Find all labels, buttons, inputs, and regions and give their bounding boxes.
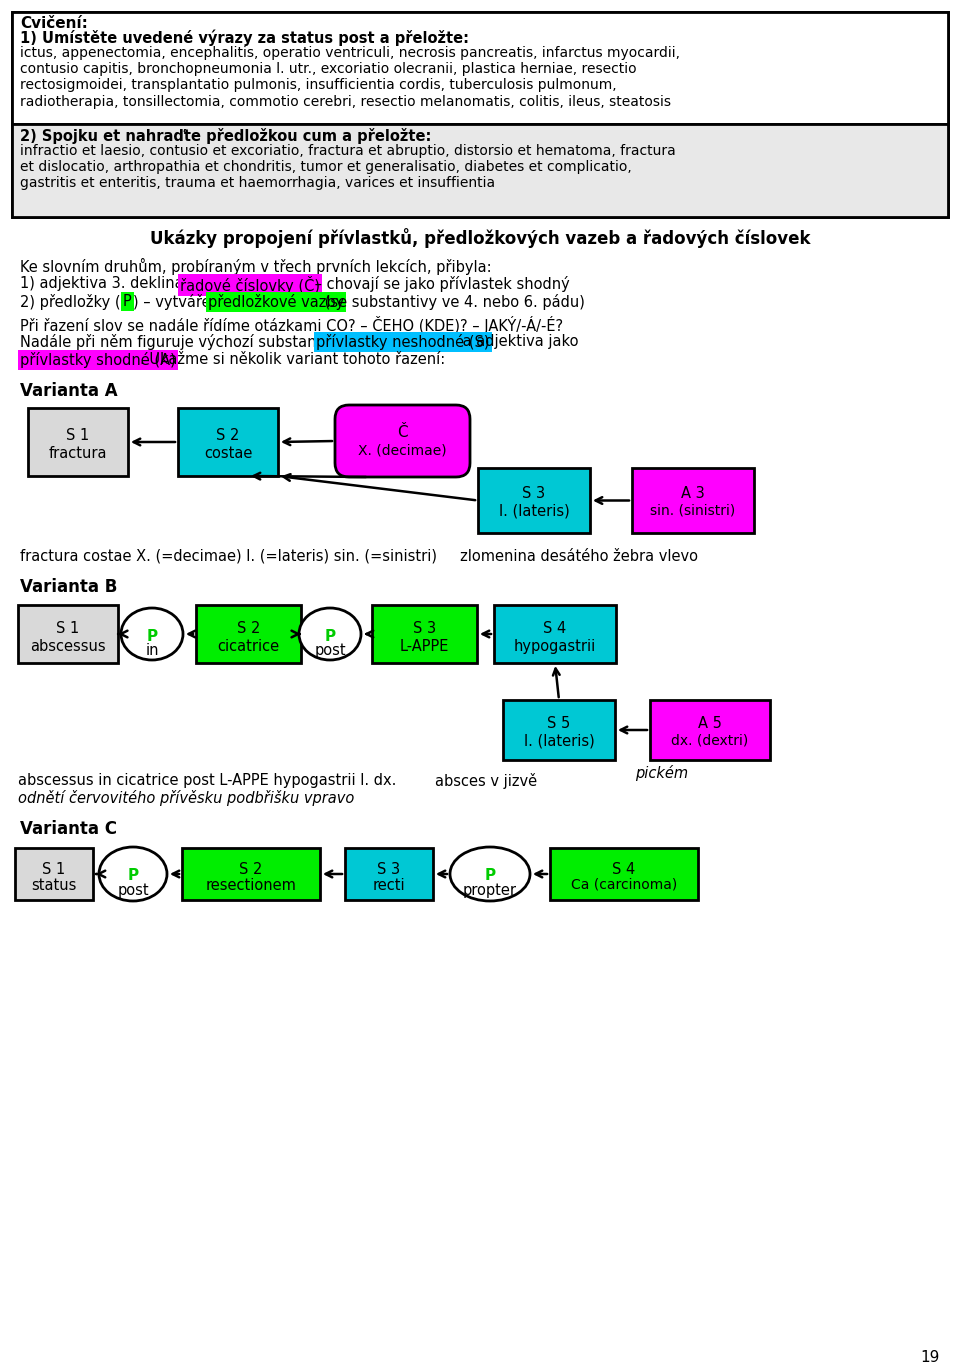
Bar (12, 123, 948, 217)
Text: fractura costae X. (=decimae) l. (=lateris) sin. (=sinistri)     zlomenina desát: fractura costae X. (=decimae) l. (=later… (20, 547, 698, 564)
Text: ictus, appenectomia, encephalitis, operatio ventriculi, necrosis pancreatis, inf: ictus, appenectomia, encephalitis, opera… (20, 47, 680, 108)
Text: pickém: pickém (635, 766, 688, 781)
Text: . Ukažme si několik variant tohoto řazení:: . Ukažme si několik variant tohoto řazen… (140, 353, 445, 366)
Text: abscessus: abscessus (30, 639, 106, 654)
Text: Ke slovním druhům, probíraným v třech prvních lekcích, přibyla:: Ke slovním druhům, probíraným v třech pr… (20, 258, 492, 274)
Text: S 2: S 2 (216, 428, 240, 443)
Text: fractura: fractura (49, 446, 108, 461)
Text: přívlastky shodné (A): přívlastky shodné (A) (20, 353, 176, 368)
Ellipse shape (450, 847, 530, 901)
Text: hypogastrii: hypogastrii (514, 639, 596, 654)
Bar (12, 12, 948, 217)
Text: costae: costae (204, 446, 252, 461)
Ellipse shape (99, 847, 167, 901)
Text: X. (decimae): X. (decimae) (358, 443, 446, 457)
Bar (12, 12, 948, 123)
Text: sin. (sinistri): sin. (sinistri) (650, 504, 735, 519)
Text: cicatrice: cicatrice (217, 639, 279, 654)
Text: S 1: S 1 (66, 428, 89, 443)
Text: in: in (145, 643, 158, 659)
Text: l. (lateris): l. (lateris) (498, 504, 569, 519)
Text: recti: recti (372, 878, 405, 893)
Bar (650, 700, 770, 760)
Text: A 3: A 3 (682, 486, 705, 501)
Text: ) – vytvářejí: ) – vytvářejí (133, 294, 224, 310)
Text: infractio et laesio, contusio et excoriatio, fractura et abruptio, distorsio et : infractio et laesio, contusio et excoria… (20, 144, 676, 191)
Text: S 3: S 3 (413, 622, 436, 637)
Text: resectionem: resectionem (205, 878, 297, 893)
Text: řadové číslovky (Č): řadové číslovky (Č) (180, 276, 320, 294)
Text: S 4: S 4 (612, 862, 636, 877)
FancyBboxPatch shape (335, 405, 470, 477)
Text: P: P (147, 628, 157, 643)
Text: abscessus in cicatrice post L-APPE hypogastrii l. dx.: abscessus in cicatrice post L-APPE hypog… (18, 772, 396, 788)
Text: L-APPE: L-APPE (399, 639, 449, 654)
Text: S 3: S 3 (522, 486, 545, 501)
Text: Varianta A: Varianta A (20, 381, 118, 401)
Text: Cvičení:: Cvičení: (20, 16, 88, 32)
Text: předložkové vazby: předložkové vazby (208, 294, 345, 310)
Text: status: status (32, 878, 77, 893)
Text: post: post (117, 884, 149, 899)
Text: Při řazení slov se nadále řídíme otázkami CO? – ČEHO (KDE)? – JAKÝ/-Á/-É?: Při řazení slov se nadále řídíme otázkam… (20, 316, 564, 333)
Text: S 1: S 1 (57, 622, 80, 637)
Bar (550, 848, 698, 900)
Text: Č: Č (397, 425, 408, 440)
Text: 2) předložky (: 2) předložky ( (20, 294, 121, 310)
Text: 19: 19 (921, 1350, 940, 1365)
Bar (196, 605, 301, 663)
Text: l. (lateris): l. (lateris) (523, 734, 594, 749)
Text: 1) adjektiva 3. deklinace a: 1) adjektiva 3. deklinace a (20, 276, 219, 291)
Text: 1) Umístěte uvedené výrazy za status post a přeložte:: 1) Umístěte uvedené výrazy za status pos… (20, 30, 469, 47)
Bar (28, 407, 128, 476)
Bar (503, 700, 615, 760)
Bar (372, 605, 477, 663)
Text: propter: propter (463, 884, 517, 899)
Text: přívlastky neshodné (S): přívlastky neshodné (S) (316, 333, 490, 350)
Text: S 4: S 4 (543, 622, 566, 637)
Text: Varianta C: Varianta C (20, 820, 117, 838)
Text: P: P (324, 628, 336, 643)
Text: P: P (485, 868, 495, 884)
Text: Ca (carcinoma): Ca (carcinoma) (571, 878, 677, 892)
Ellipse shape (121, 608, 183, 660)
Text: P: P (123, 294, 132, 309)
Text: S 1: S 1 (42, 862, 65, 877)
Text: 2) Spojku et nahraďte předložkou cum a přeložte:: 2) Spojku et nahraďte předložkou cum a p… (20, 128, 431, 144)
Text: Ukázky propojení přívlastků, předložkových vazeb a řadových číslovek: Ukázky propojení přívlastků, předložkový… (150, 228, 810, 248)
Text: A 5: A 5 (698, 716, 722, 731)
Bar (632, 468, 754, 532)
Bar (18, 605, 118, 663)
Ellipse shape (299, 608, 361, 660)
Text: (se substantivy ve 4. nebo 6. pádu): (se substantivy ve 4. nebo 6. pádu) (320, 294, 585, 310)
Text: P: P (128, 868, 138, 884)
Text: S 5: S 5 (547, 716, 570, 731)
Bar (494, 605, 616, 663)
Text: S 3: S 3 (377, 862, 400, 877)
Text: dx. (dextri): dx. (dextri) (671, 734, 749, 748)
Text: S 2: S 2 (239, 862, 263, 877)
Text: Varianta B: Varianta B (20, 578, 117, 595)
Text: Nadále při něm figuruje výchozí substantivum (S1),: Nadále při něm figuruje výchozí substant… (20, 333, 402, 350)
Bar (182, 848, 320, 900)
Bar (478, 468, 590, 532)
Text: odnětí červovitého přívěsku podbřišku vpravo: odnětí červovitého přívěsku podbřišku vp… (18, 790, 354, 805)
Text: a adjektiva jako: a adjektiva jako (458, 333, 579, 348)
Text: – chovají se jako přívlastek shodný: – chovají se jako přívlastek shodný (310, 276, 569, 292)
Text: S 2: S 2 (237, 622, 260, 637)
Bar (345, 848, 433, 900)
Bar (178, 407, 278, 476)
Text: post: post (314, 643, 346, 659)
Bar (15, 848, 93, 900)
Text: absces v jizvě: absces v jizvě (435, 772, 538, 789)
